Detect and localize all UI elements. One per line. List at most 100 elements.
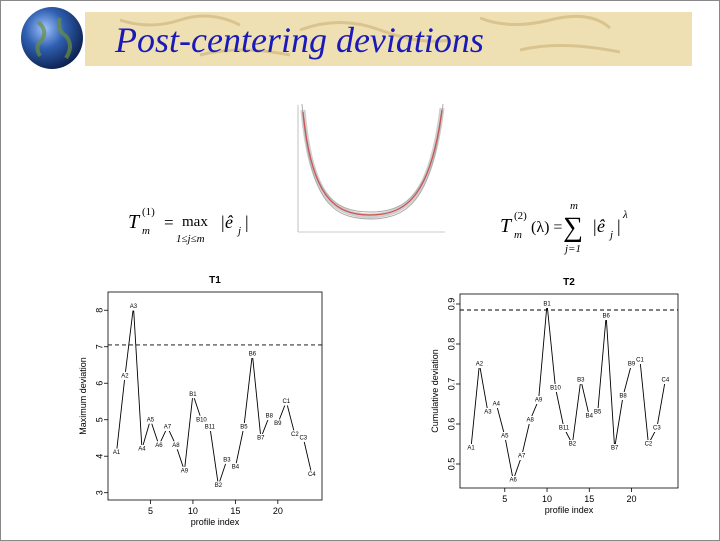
point-label: C4: [308, 472, 316, 478]
point-label: A4: [138, 446, 146, 452]
banner-bg: [85, 12, 692, 66]
formula-part: m: [142, 225, 150, 237]
point-label: A6: [155, 443, 163, 449]
chart: T2 5 10 15 20 0.5 0.6 0.7 0.8 0.9 profile index Cum…: [430, 277, 679, 515]
figure-curves: [301, 103, 444, 220]
point-marker: [609, 444, 620, 452]
point-marker: [128, 302, 139, 311]
point-marker: [213, 481, 224, 490]
point-label: B7: [611, 446, 619, 452]
point-marker: [584, 412, 594, 420]
point-label: A7: [518, 454, 526, 460]
y-tick-label: 0.5: [446, 458, 456, 471]
point-marker: [508, 476, 518, 484]
x-axis-label: profile index: [545, 505, 594, 515]
banner: [21, 7, 692, 69]
chart-title: T1: [209, 275, 221, 286]
point-marker: [111, 448, 122, 457]
point-label: A7: [164, 425, 172, 431]
point-marker: [618, 392, 628, 400]
point-label: B5: [594, 410, 602, 416]
point-marker: [643, 440, 654, 448]
point-marker: [483, 408, 493, 416]
point-label: A8: [526, 418, 534, 424]
x-tick-label: 5: [148, 506, 153, 516]
formula-part: j: [608, 229, 613, 241]
point-label: C3: [299, 436, 307, 442]
banner-map: [119, 14, 621, 57]
point-label: A9: [535, 398, 543, 404]
formula-part: j=1: [563, 243, 581, 255]
point-marker: [230, 463, 241, 472]
point-label: B8: [266, 414, 274, 420]
formula-part: (1): [142, 206, 155, 218]
formula-part: ∑: [563, 212, 583, 243]
slide-title: Post-centering deviations: [114, 20, 484, 60]
point-label: B8: [619, 394, 627, 400]
point-label: A1: [467, 446, 475, 452]
formula-part: m: [570, 200, 578, 212]
point-marker: [491, 400, 502, 408]
point-label: C2: [291, 432, 299, 438]
point-marker: [264, 412, 275, 421]
formula-part: λ: [622, 209, 628, 221]
point-label: B3: [223, 457, 231, 463]
point-marker: [273, 419, 283, 428]
point-marker: [567, 440, 578, 448]
point-marker: [660, 376, 671, 384]
point-marker: [239, 423, 249, 432]
formula-part: |: [245, 212, 249, 232]
point-label: B1: [543, 302, 551, 308]
y-tick-label: 8: [94, 308, 104, 313]
point-label: B5: [240, 425, 248, 431]
point-label: A3: [130, 304, 138, 310]
point-marker: [466, 444, 476, 452]
point-label: C2: [645, 442, 653, 448]
formula-part: (λ) =: [531, 219, 562, 236]
y-tick-label: 3: [94, 490, 104, 495]
point-marker: [474, 360, 485, 368]
point-label: B9: [274, 421, 282, 427]
point-label: A5: [147, 417, 155, 423]
y-tick-label: 7: [94, 344, 104, 349]
x-tick-label: 10: [188, 506, 198, 516]
formula-part: (2): [514, 210, 527, 222]
y-axis-label: Maximum deviation: [78, 357, 88, 435]
x-tick-label: 20: [627, 494, 637, 504]
point-marker: [593, 408, 603, 416]
point-marker: [549, 384, 562, 392]
y-tick-label: 6: [94, 381, 104, 386]
point-label: C1: [282, 399, 290, 405]
point-label: A8: [172, 443, 180, 449]
point-marker: [120, 371, 130, 380]
point-marker: [626, 360, 637, 368]
point-marker: [171, 441, 181, 450]
y-tick-label: 4: [94, 454, 104, 459]
point-label: B11: [205, 425, 216, 431]
point-label: B9: [628, 362, 636, 368]
formula-part: j: [236, 225, 241, 237]
x-tick-label: 15: [584, 494, 594, 504]
point-marker: [635, 356, 645, 364]
formula-part: |: [617, 216, 621, 236]
point-marker: [576, 376, 586, 384]
point-label: C1: [636, 358, 644, 364]
point-marker: [525, 416, 535, 424]
point-marker: [247, 350, 258, 359]
point-marker: [557, 424, 571, 432]
point-marker: [533, 396, 544, 404]
point-label: A2: [476, 362, 484, 368]
point-marker: [154, 441, 164, 450]
point-marker: [500, 432, 510, 440]
point-label: A5: [501, 434, 509, 440]
globe-land: [35, 17, 72, 60]
point-marker: [652, 424, 662, 432]
point-marker: [162, 423, 173, 432]
plot-frame: [459, 293, 679, 489]
point-marker: [281, 397, 292, 406]
point-label: C3: [653, 426, 661, 432]
globe-icon: [21, 7, 83, 69]
y-tick-label: 0.6: [446, 418, 456, 431]
point-marker: [289, 430, 300, 439]
